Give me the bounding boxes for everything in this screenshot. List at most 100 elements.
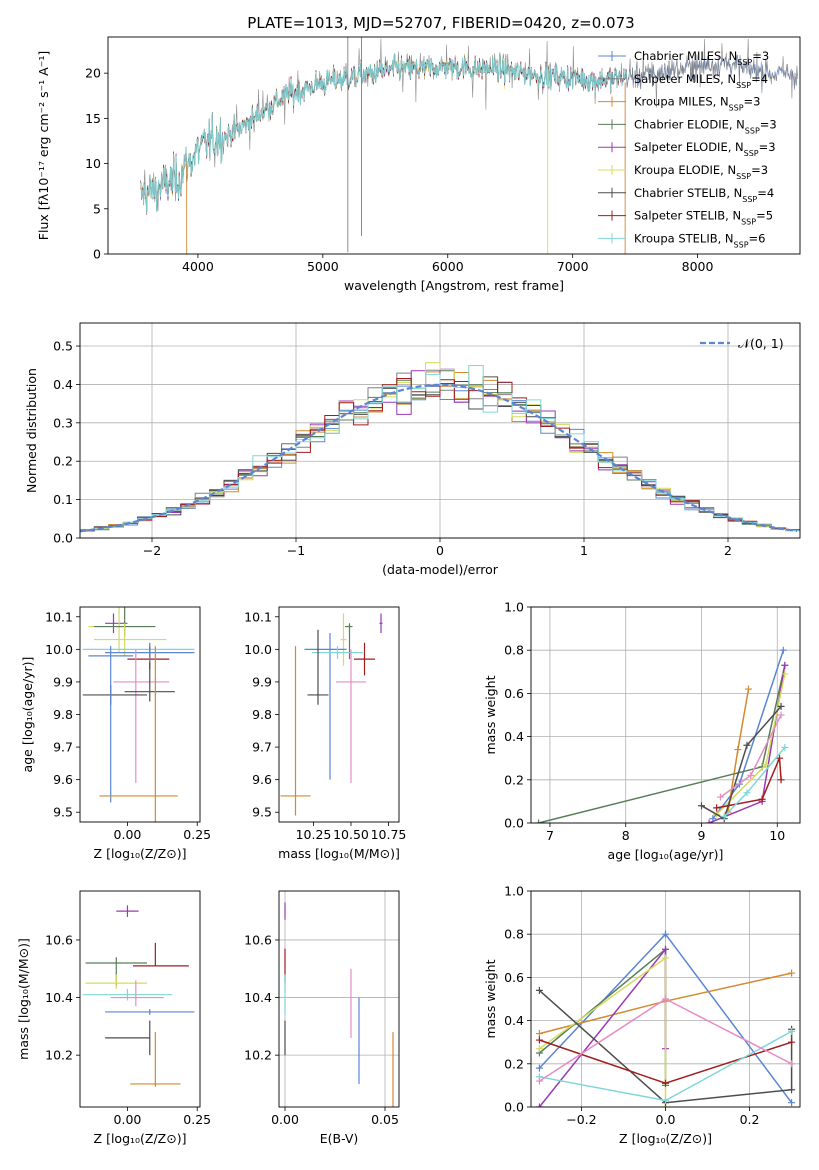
y-tick-label: 0.4	[504, 1013, 524, 1028]
data-point	[105, 613, 128, 634]
y-tick-label: 10.1	[45, 609, 73, 624]
mass-vs-ebv-plot: 0.00 0.05 10.2 10.4 10.6 E(B-V)	[244, 890, 400, 1146]
weight-marker	[535, 986, 543, 994]
data-point	[340, 613, 347, 666]
legend-label: Chabrier MILES, NSSP=3	[634, 49, 769, 67]
weight-marker	[662, 1079, 669, 1087]
weight-marker	[747, 771, 755, 779]
y-tick-label: 0.6	[504, 686, 524, 701]
x-tick-label: 0	[436, 543, 444, 558]
axes: 4000 5000 6000 7000 8000 0 5 10 15 20 wavelength […	[36, 36, 801, 293]
y-tick-label: 10	[85, 156, 101, 171]
weight-marker	[662, 954, 669, 962]
x-tick-label: 0.25	[183, 1112, 211, 1127]
weight-marker	[777, 776, 785, 784]
y-tick-label: 9.9	[53, 674, 73, 689]
y-tick-label: 0.8	[504, 927, 524, 942]
axes: 0.00 0.25 9.5 9.6 9.7 9.8 9.9 10.0 10.1 Z [log₁₀(…	[20, 606, 211, 861]
data-point	[354, 642, 375, 676]
weight-marker	[777, 711, 785, 719]
data-point	[85, 974, 147, 989]
y-tick-label: 9.5	[252, 805, 272, 820]
data-layer	[80, 362, 800, 533]
weight-marker	[535, 1064, 543, 1072]
x-tick-label: 0.0	[656, 1112, 676, 1127]
data-layer	[82, 607, 195, 822]
axes: −2 −1 0 1 2 0.0 0.1 0.2 0.3 0.4 0.5 (data-model)/er…	[24, 322, 801, 577]
y-tick-label: 0.2	[504, 772, 524, 787]
y-axis-label: age [log₁₀(age/yr)]	[20, 657, 35, 773]
data-layer	[140, 37, 798, 254]
x-axis-label: age [log₁₀(age/yr)]	[608, 847, 724, 862]
y-tick-label: 9.5	[53, 805, 73, 820]
weight-marker	[781, 743, 789, 751]
weight-marker	[781, 670, 789, 678]
data-point	[93, 623, 167, 656]
x-tick-label: 10.50	[333, 827, 369, 842]
data-layer	[535, 930, 796, 1107]
x-tick-label: 10.75	[371, 827, 407, 842]
y-tick-label: 0	[93, 247, 101, 262]
weight-marker	[662, 945, 669, 953]
y-tick-label: 20	[85, 66, 101, 81]
weight-marker	[662, 930, 669, 938]
x-tick-label: 7000	[557, 259, 589, 274]
y-tick-label: 10.1	[244, 609, 272, 624]
data-layer	[280, 613, 383, 816]
weight-marker	[744, 685, 752, 693]
x-axis-label: (data-model)/error	[382, 562, 499, 577]
legend-label: Chabrier ELODIE, NSSP=3	[634, 117, 777, 135]
data-point	[312, 646, 363, 660]
legend-label: Salpeter STELIB, NSSP=5	[634, 209, 773, 227]
data-point	[379, 613, 383, 634]
spectrum-series-5	[140, 53, 627, 214]
normal-curve	[80, 383, 798, 533]
y-tick-label: 1.0	[504, 600, 524, 615]
axes-frame	[278, 890, 400, 1108]
spectrum-series-4	[140, 53, 627, 215]
x-tick-label: 8000	[682, 259, 714, 274]
weight-series-9	[719, 714, 782, 798]
data-point	[307, 629, 329, 705]
data-point	[99, 646, 178, 822]
data-point	[280, 646, 311, 816]
data-point	[105, 1009, 195, 1015]
mass-weight-vs-age-plot: 7 8 9 10 0.0 0.2 0.4 0.6 0.8 1.0 age [log₁₀(age/yr…	[483, 600, 801, 862]
x-tick-label: −0.2	[566, 1112, 596, 1127]
data-point	[110, 980, 164, 1007]
axes: 0.00 0.05 10.2 10.4 10.6 E(B-V)	[244, 890, 400, 1146]
weight-marker	[535, 1045, 543, 1053]
axes-frame	[79, 890, 201, 1108]
age-vs-mass-plot: 10.25 10.50 10.75 9.5 9.6 9.7 9.8 9.9 10.0 10.1 ma…	[244, 606, 407, 861]
weight-marker	[662, 995, 669, 1003]
weight-marker	[776, 754, 784, 762]
x-tick-label: 0.25	[183, 827, 211, 842]
legend-label: Salpeter ELODIE, NSSP=3	[634, 140, 776, 158]
spectrum-series-7	[140, 53, 627, 211]
axes-frame	[530, 606, 801, 824]
data-point	[88, 646, 134, 803]
x-axis-label: E(B-V)	[320, 1131, 359, 1146]
x-tick-label: 0.00	[114, 827, 142, 842]
weight-marker	[697, 802, 705, 810]
weight-marker	[705, 819, 713, 823]
y-tick-label: 10.0	[45, 642, 73, 657]
x-tick-label: 0.00	[271, 1112, 299, 1127]
y-tick-label: 9.9	[252, 674, 272, 689]
y-tick-label: 9.7	[53, 740, 73, 755]
axes: 10.25 10.50 10.75 9.5 9.6 9.7 9.8 9.9 10.0 10.1 ma…	[244, 606, 407, 861]
grid-lines	[279, 891, 399, 1107]
legend-label: Kroupa MILES, NSSP=3	[634, 95, 760, 113]
mass-vs-metallicity-plot: 0.00 0.25 10.2 10.4 10.6 Z [log₁₀(Z/Z⊙)] mass …	[16, 890, 211, 1146]
x-tick-label: 9	[698, 828, 706, 843]
legend-label: Kroupa STELIB, NSSP=6	[634, 231, 765, 249]
weight-marker	[535, 819, 543, 823]
data-point	[304, 633, 347, 780]
y-tick-label: 9.8	[53, 707, 73, 722]
histogram-series-8	[80, 378, 800, 532]
weight-marker	[788, 1086, 796, 1094]
y-tick-label: 9.6	[53, 772, 73, 787]
weight-marker	[734, 746, 742, 754]
y-tick-label: 0.4	[504, 729, 524, 744]
